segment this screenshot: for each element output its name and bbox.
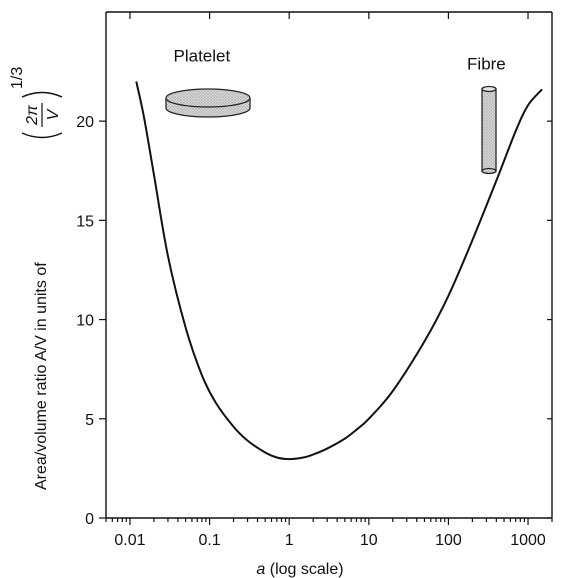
x-tick-label: 0.01: [114, 532, 145, 549]
y-axis-label-text: Area/volume ratio A/V in units of: [33, 262, 50, 490]
series-layer: [135, 81, 543, 461]
x-ticks: 0.01 0.1 1 10 100 1000: [105, 12, 553, 549]
annotation-platelet: Platelet: [174, 47, 231, 66]
y-tick-label: 20: [76, 114, 94, 131]
y-tick-label: 15: [76, 213, 94, 230]
y-tick-label: 0: [85, 511, 94, 528]
y-ticks: 0 5 10 15 20: [76, 114, 552, 528]
plot-frame: [105, 11, 553, 519]
x-tick-label: 0.1: [198, 532, 220, 549]
y-label-right-paren: [21, 91, 63, 98]
annotation-fibre: Fibre: [467, 55, 506, 74]
x-tick-label: 1000: [510, 532, 546, 549]
x-axis-label: a (log scale): [256, 561, 343, 578]
fibre-rod-icon: [481, 85, 497, 175]
y-tick-label: 10: [76, 313, 94, 330]
x-tick-label: 1: [285, 532, 294, 549]
y-axis-label: Area/volume ratio A/V in units of 2π V 1…: [9, 67, 63, 490]
series-line-0: [135, 81, 543, 461]
x-axis-label-variable: a: [256, 561, 265, 578]
platelet-disc-icon: [165, 88, 251, 118]
x-axis-label-rest: (log scale): [265, 561, 343, 578]
y-label-exponent: 1/3: [9, 67, 26, 89]
y-label-fraction-numerator: 2π: [24, 105, 41, 126]
y-label-fraction-denominator: V: [45, 108, 62, 120]
x-tick-label: 10: [360, 532, 378, 549]
y-label-left-paren: [21, 132, 63, 139]
x-tick-label: 100: [435, 532, 462, 549]
y-tick-label: 5: [85, 412, 94, 429]
